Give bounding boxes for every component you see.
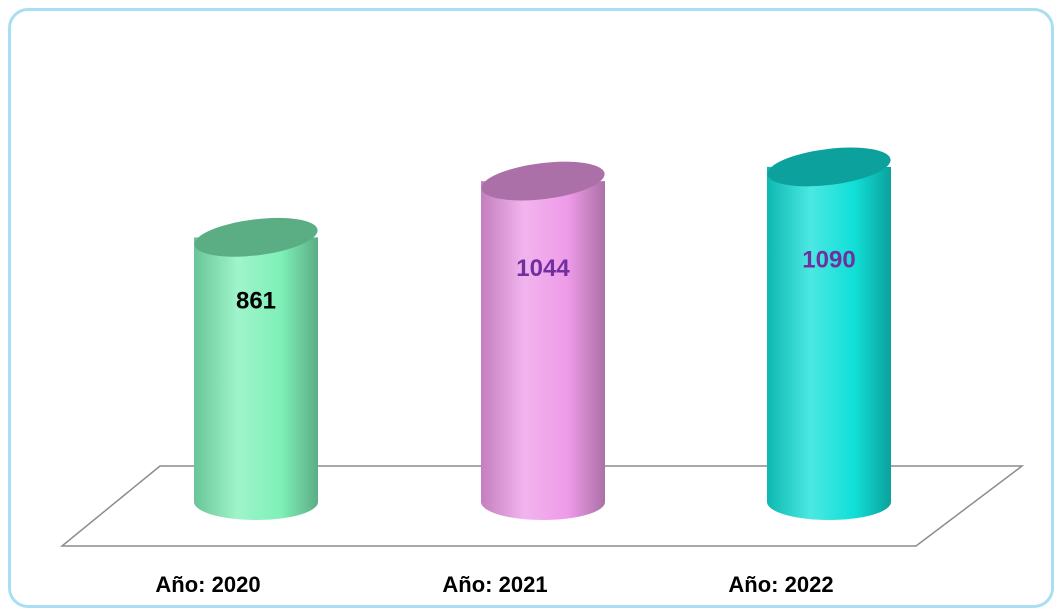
bar-a-o-2020: 861 (194, 217, 318, 520)
bars-group: 861 1044 1090 (194, 147, 891, 520)
bar-top-a-o-2021 (481, 161, 605, 201)
category-label-a-o-2022: Año: 2022 (728, 572, 833, 597)
category-label-a-o-2020: Año: 2020 (155, 572, 260, 597)
category-label-a-o-2021: Año: 2021 (442, 572, 547, 597)
value-label-a-o-2020: 861 (236, 287, 276, 314)
bar-top-a-o-2022 (767, 147, 891, 187)
bar-top-a-o-2020 (194, 217, 318, 257)
value-label-a-o-2021: 1044 (516, 255, 570, 282)
bar-body-a-o-2020 (194, 237, 318, 520)
category-labels: Año: 2020 Año: 2021 Año: 2022 (155, 572, 833, 597)
bar-a-o-2022: 1090 (767, 147, 891, 520)
value-label-a-o-2022: 1090 (802, 247, 855, 274)
bar-a-o-2021: 1044 (481, 161, 605, 520)
bar-body-a-o-2022 (767, 166, 891, 520)
bar-body-a-o-2021 (481, 181, 605, 520)
